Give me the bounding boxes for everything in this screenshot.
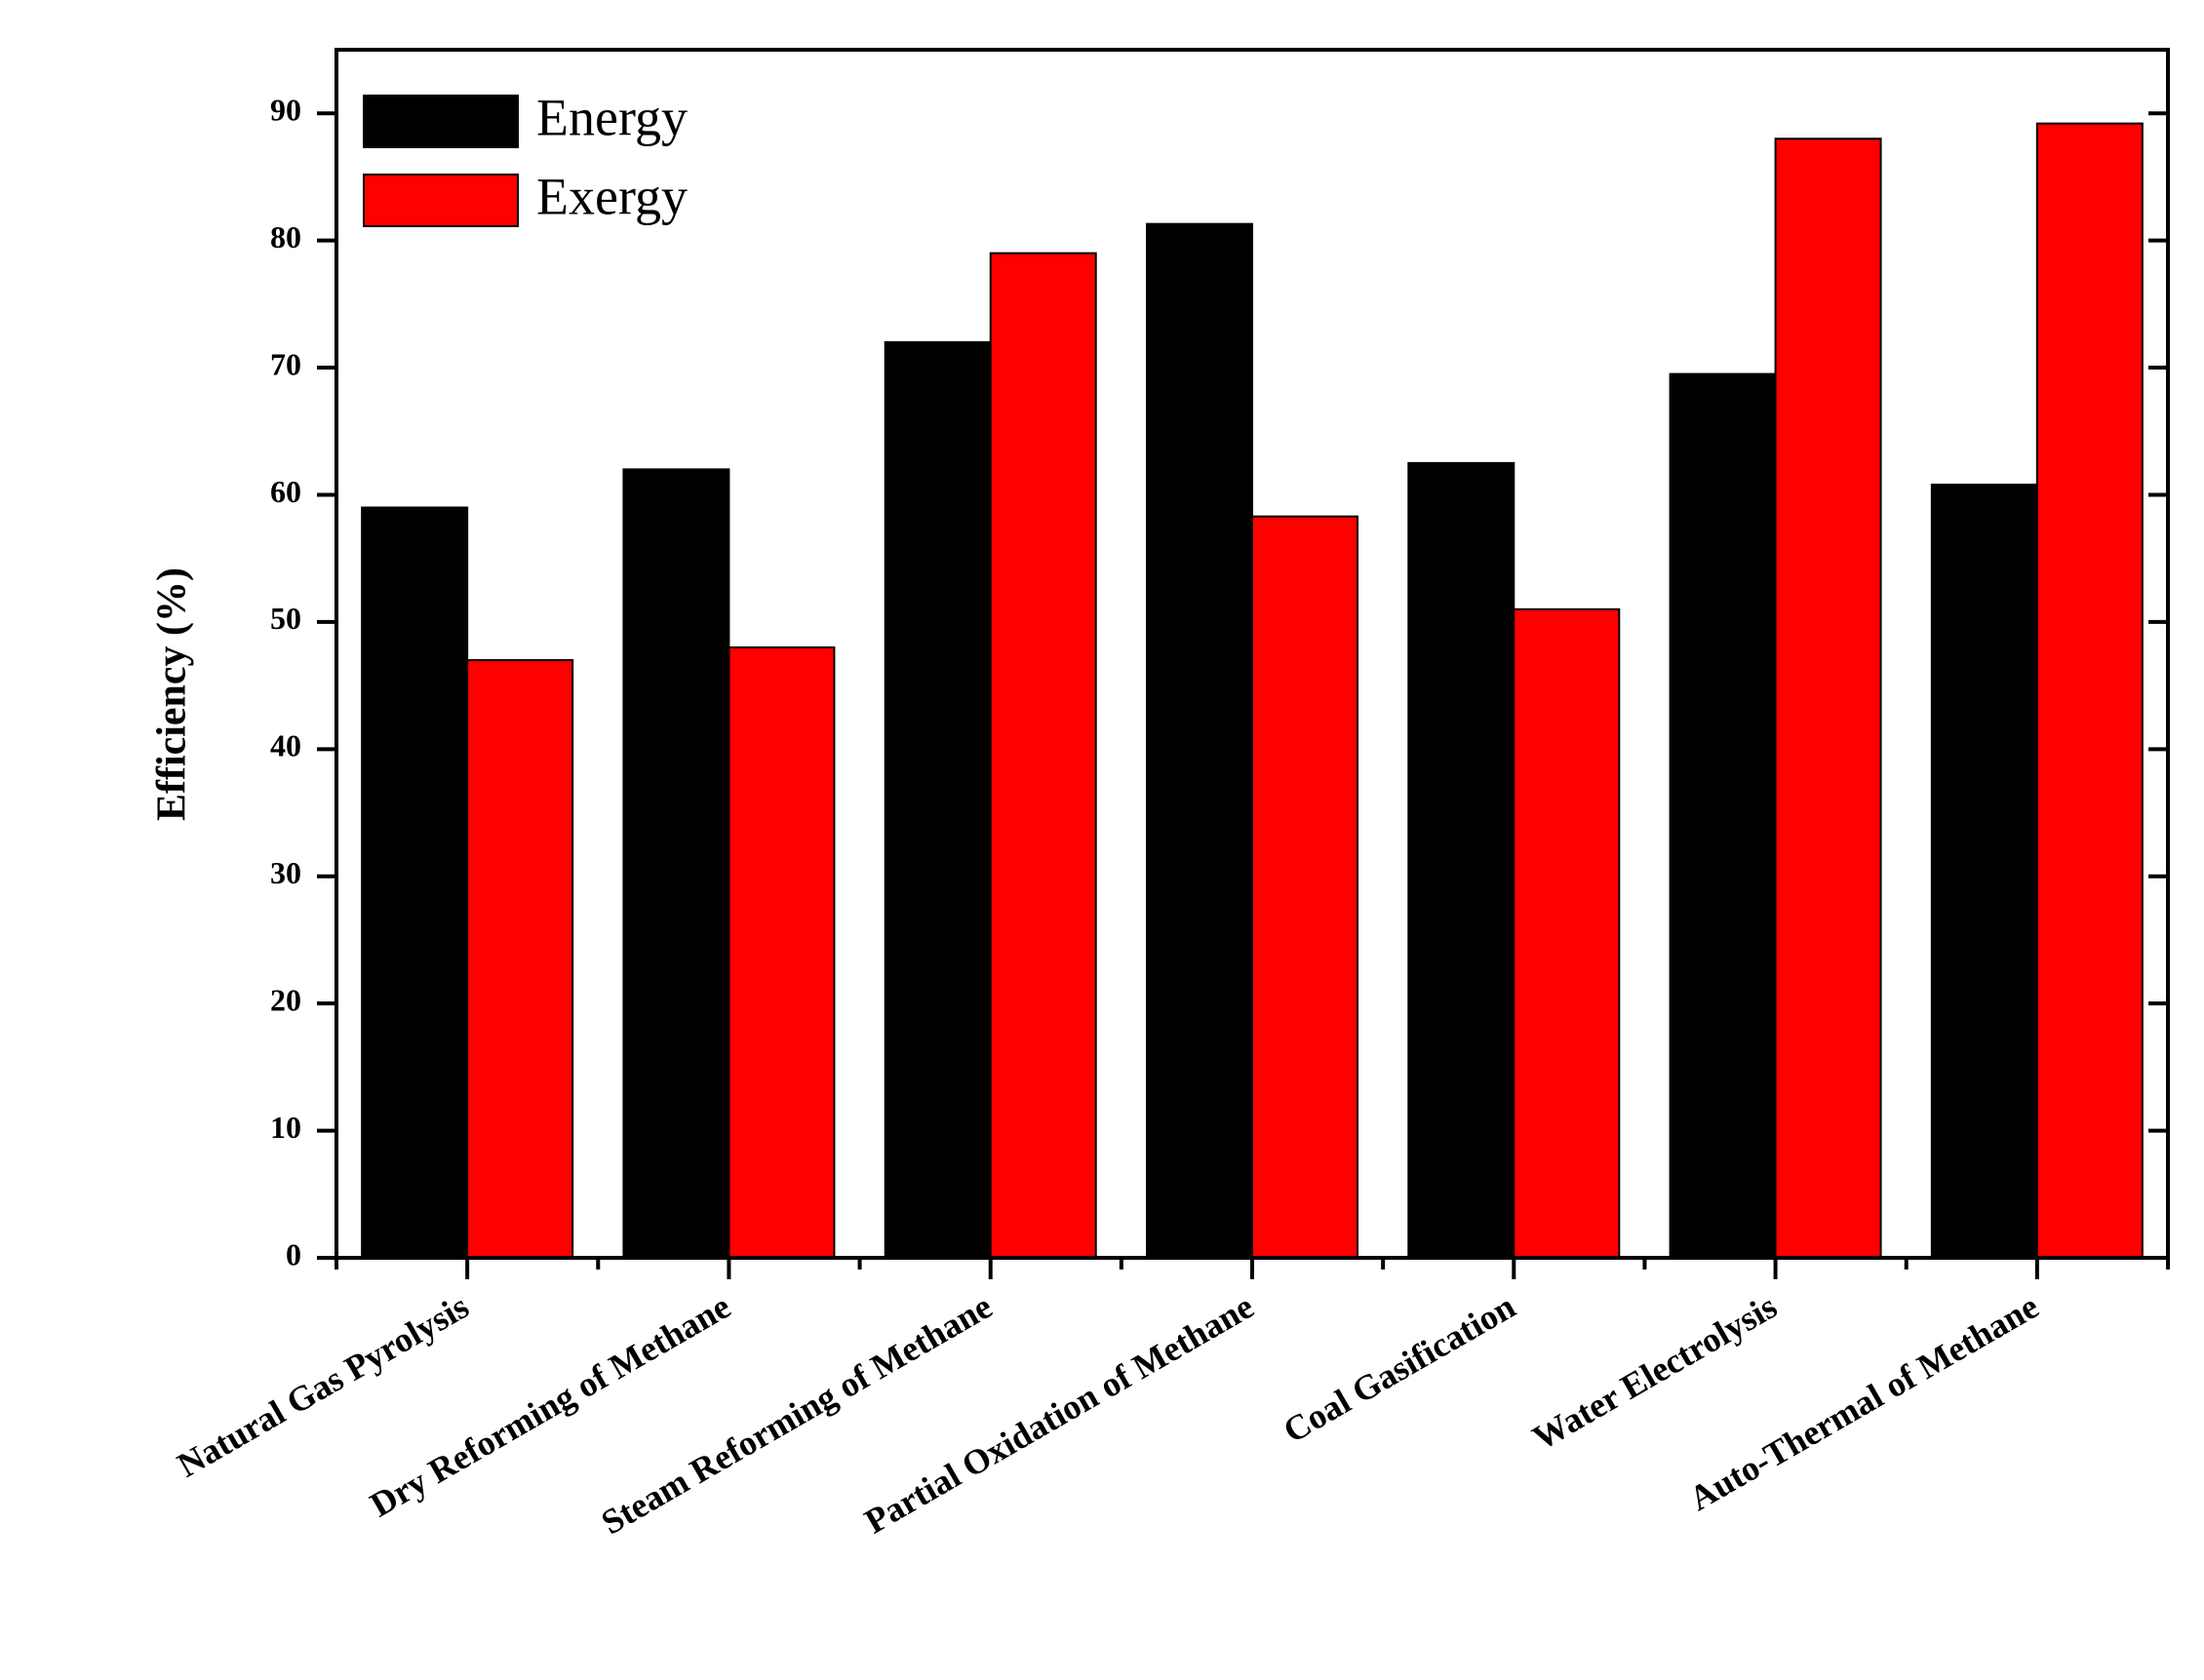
- bar: [884, 340, 992, 1259]
- bar: [466, 659, 574, 1259]
- y-tick-label: 60: [270, 474, 301, 509]
- bar: [1513, 607, 1621, 1259]
- x-tick-label: Coal Gasification: [1277, 1286, 1521, 1450]
- legend-swatch: [363, 95, 519, 148]
- bar: [1407, 461, 1515, 1259]
- bar: [1774, 137, 1882, 1260]
- y-tick-label: 70: [270, 346, 301, 381]
- y-tick-label: 80: [270, 219, 301, 254]
- bar: [989, 252, 1097, 1259]
- legend-label: Energy: [536, 88, 688, 146]
- bar: [1251, 515, 1358, 1259]
- legend-swatch: [363, 174, 519, 227]
- y-tick-label: 20: [270, 983, 301, 1018]
- bar: [1930, 484, 2038, 1260]
- bar: [622, 468, 730, 1259]
- y-tick-label: 0: [286, 1236, 301, 1271]
- bar: [2035, 122, 2144, 1260]
- bar: [361, 506, 469, 1259]
- bar: [1669, 372, 1777, 1259]
- y-tick-label: 40: [270, 728, 301, 763]
- y-axis-title: Efficiency (%): [150, 567, 195, 821]
- plot-frame: [335, 48, 2170, 1260]
- y-tick-label: 90: [270, 93, 301, 128]
- y-tick-label: 50: [270, 601, 301, 636]
- y-tick-label: 30: [270, 855, 301, 890]
- bar: [728, 645, 836, 1259]
- legend-label: Exergy: [536, 167, 688, 225]
- bar: [1146, 222, 1253, 1259]
- x-tick-label: Water Electrolysis: [1526, 1286, 1784, 1457]
- y-tick-label: 10: [270, 1110, 301, 1145]
